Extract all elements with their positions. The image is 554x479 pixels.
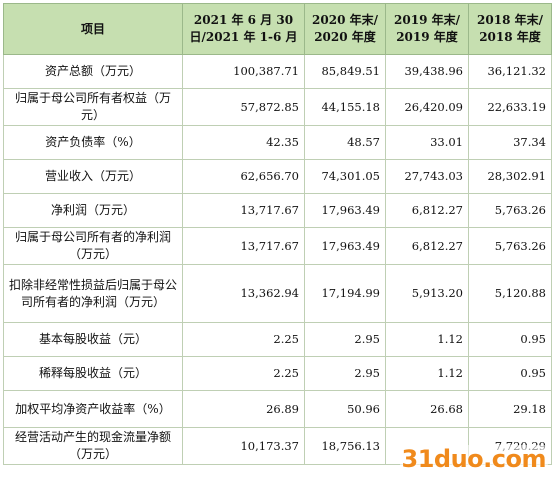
- cell-value: 2.95: [304, 356, 386, 391]
- cell-value: 2.25: [182, 356, 305, 391]
- row-label: 加权平均净资产收益率（%）: [3, 390, 183, 428]
- row-label: 资产负债率（%）: [3, 125, 183, 160]
- cell-value: 57,872.85: [182, 88, 305, 126]
- cell-value: 13,717.67: [182, 193, 305, 228]
- table-row: 归属于母公司所有者的净利润（万元） 13,717.67 17,963.49 6,…: [3, 227, 552, 265]
- header-2018: 2018 年末/ 2018 年度: [468, 3, 552, 55]
- cell-value: 42.35: [182, 125, 305, 160]
- table-row: 稀释每股收益（元） 2.25 2.95 1.12 0.95: [3, 356, 552, 391]
- row-label: 净利润（万元）: [3, 193, 183, 228]
- cell-value: 5,913.20: [385, 264, 469, 323]
- cell-value: 2.25: [182, 322, 305, 357]
- header-2021h1: 2021 年 6 月 30 日/2021 年 1-6 月: [182, 3, 305, 55]
- cell-value: 6,812.27: [385, 227, 469, 265]
- cell-value: 10,173.37: [182, 427, 305, 465]
- row-label: 资产总额（万元）: [3, 54, 183, 89]
- row-label: 基本每股收益（元）: [3, 322, 183, 357]
- header-2020: 2020 年末/ 2020 年度: [304, 3, 386, 55]
- row-label: 稀释每股收益（元）: [3, 356, 183, 391]
- cell-value: 2.95: [304, 322, 386, 357]
- cell-value: 26,420.09: [385, 88, 469, 126]
- cell-value: 39,438.96: [385, 54, 469, 89]
- financial-table: 项目 2021 年 6 月 30 日/2021 年 1-6 月 2020 年末/…: [3, 3, 552, 465]
- cell-value: 62,656.70: [182, 159, 305, 194]
- cell-value: 27,743.03: [385, 159, 469, 194]
- cell-value: 5,763.26: [468, 227, 552, 265]
- cell-value: 0.95: [468, 322, 552, 357]
- cell-value: 29.18: [468, 390, 552, 428]
- cell-value: 13,717.67: [182, 227, 305, 265]
- cell-value: 5,763.26: [468, 193, 552, 228]
- cell-value: 1.12: [385, 322, 469, 357]
- table-row: 资产总额（万元） 100,387.71 85,849.51 39,438.96 …: [3, 54, 552, 89]
- table-row: 营业收入（万元） 62,656.70 74,301.05 27,743.03 2…: [3, 159, 552, 194]
- table-row: 加权平均净资产收益率（%） 26.89 50.96 26.68 29.18: [3, 390, 552, 428]
- cell-value: 85,849.51: [304, 54, 386, 89]
- cell-value: 44,155.18: [304, 88, 386, 126]
- cell-value: 28,302.91: [468, 159, 552, 194]
- row-label: 扣除非经常性损益后归属于母公司所有者的净利润（万元）: [3, 264, 183, 323]
- cell-value: 37.34: [468, 125, 552, 160]
- cell-value: 1.12: [385, 356, 469, 391]
- cell-value: 74,301.05: [304, 159, 386, 194]
- cell-value: 17,963.49: [304, 227, 386, 265]
- site-watermark: 31duo.com: [399, 445, 548, 473]
- cell-value: 26.68: [385, 390, 469, 428]
- cell-value: 100,387.71: [182, 54, 305, 89]
- table-row: 资产负债率（%） 42.35 48.57 33.01 37.34: [3, 125, 552, 160]
- cell-value: 33.01: [385, 125, 469, 160]
- cell-value: 0.95: [468, 356, 552, 391]
- row-label: 归属于母公司所有者的净利润（万元）: [3, 227, 183, 265]
- cell-value: 48.57: [304, 125, 386, 160]
- row-label: 经营活动产生的现金流量净额（万元）: [3, 427, 183, 465]
- cell-value: 6,812.27: [385, 193, 469, 228]
- cell-value: 26.89: [182, 390, 305, 428]
- cell-value: 50.96: [304, 390, 386, 428]
- table-row: 归属于母公司所有者权益（万元） 57,872.85 44,155.18 26,4…: [3, 88, 552, 126]
- row-label: 营业收入（万元）: [3, 159, 183, 194]
- table-header-row: 项目 2021 年 6 月 30 日/2021 年 1-6 月 2020 年末/…: [3, 3, 552, 55]
- cell-value: 17,963.49: [304, 193, 386, 228]
- cell-value: 13,362.94: [182, 264, 305, 323]
- table-row: 净利润（万元） 13,717.67 17,963.49 6,812.27 5,7…: [3, 193, 552, 228]
- header-2019: 2019 年末/ 2019 年度: [385, 3, 469, 55]
- row-label: 归属于母公司所有者权益（万元）: [3, 88, 183, 126]
- cell-value: 18,756.13: [304, 427, 386, 465]
- cell-value: 36,121.32: [468, 54, 552, 89]
- cell-value: 17,194.99: [304, 264, 386, 323]
- table-row: 扣除非经常性损益后归属于母公司所有者的净利润（万元） 13,362.94 17,…: [3, 264, 552, 323]
- table-row: 基本每股收益（元） 2.25 2.95 1.12 0.95: [3, 322, 552, 357]
- cell-value: 5,120.88: [468, 264, 552, 323]
- header-item: 项目: [3, 3, 183, 55]
- cell-value: 22,633.19: [468, 88, 552, 126]
